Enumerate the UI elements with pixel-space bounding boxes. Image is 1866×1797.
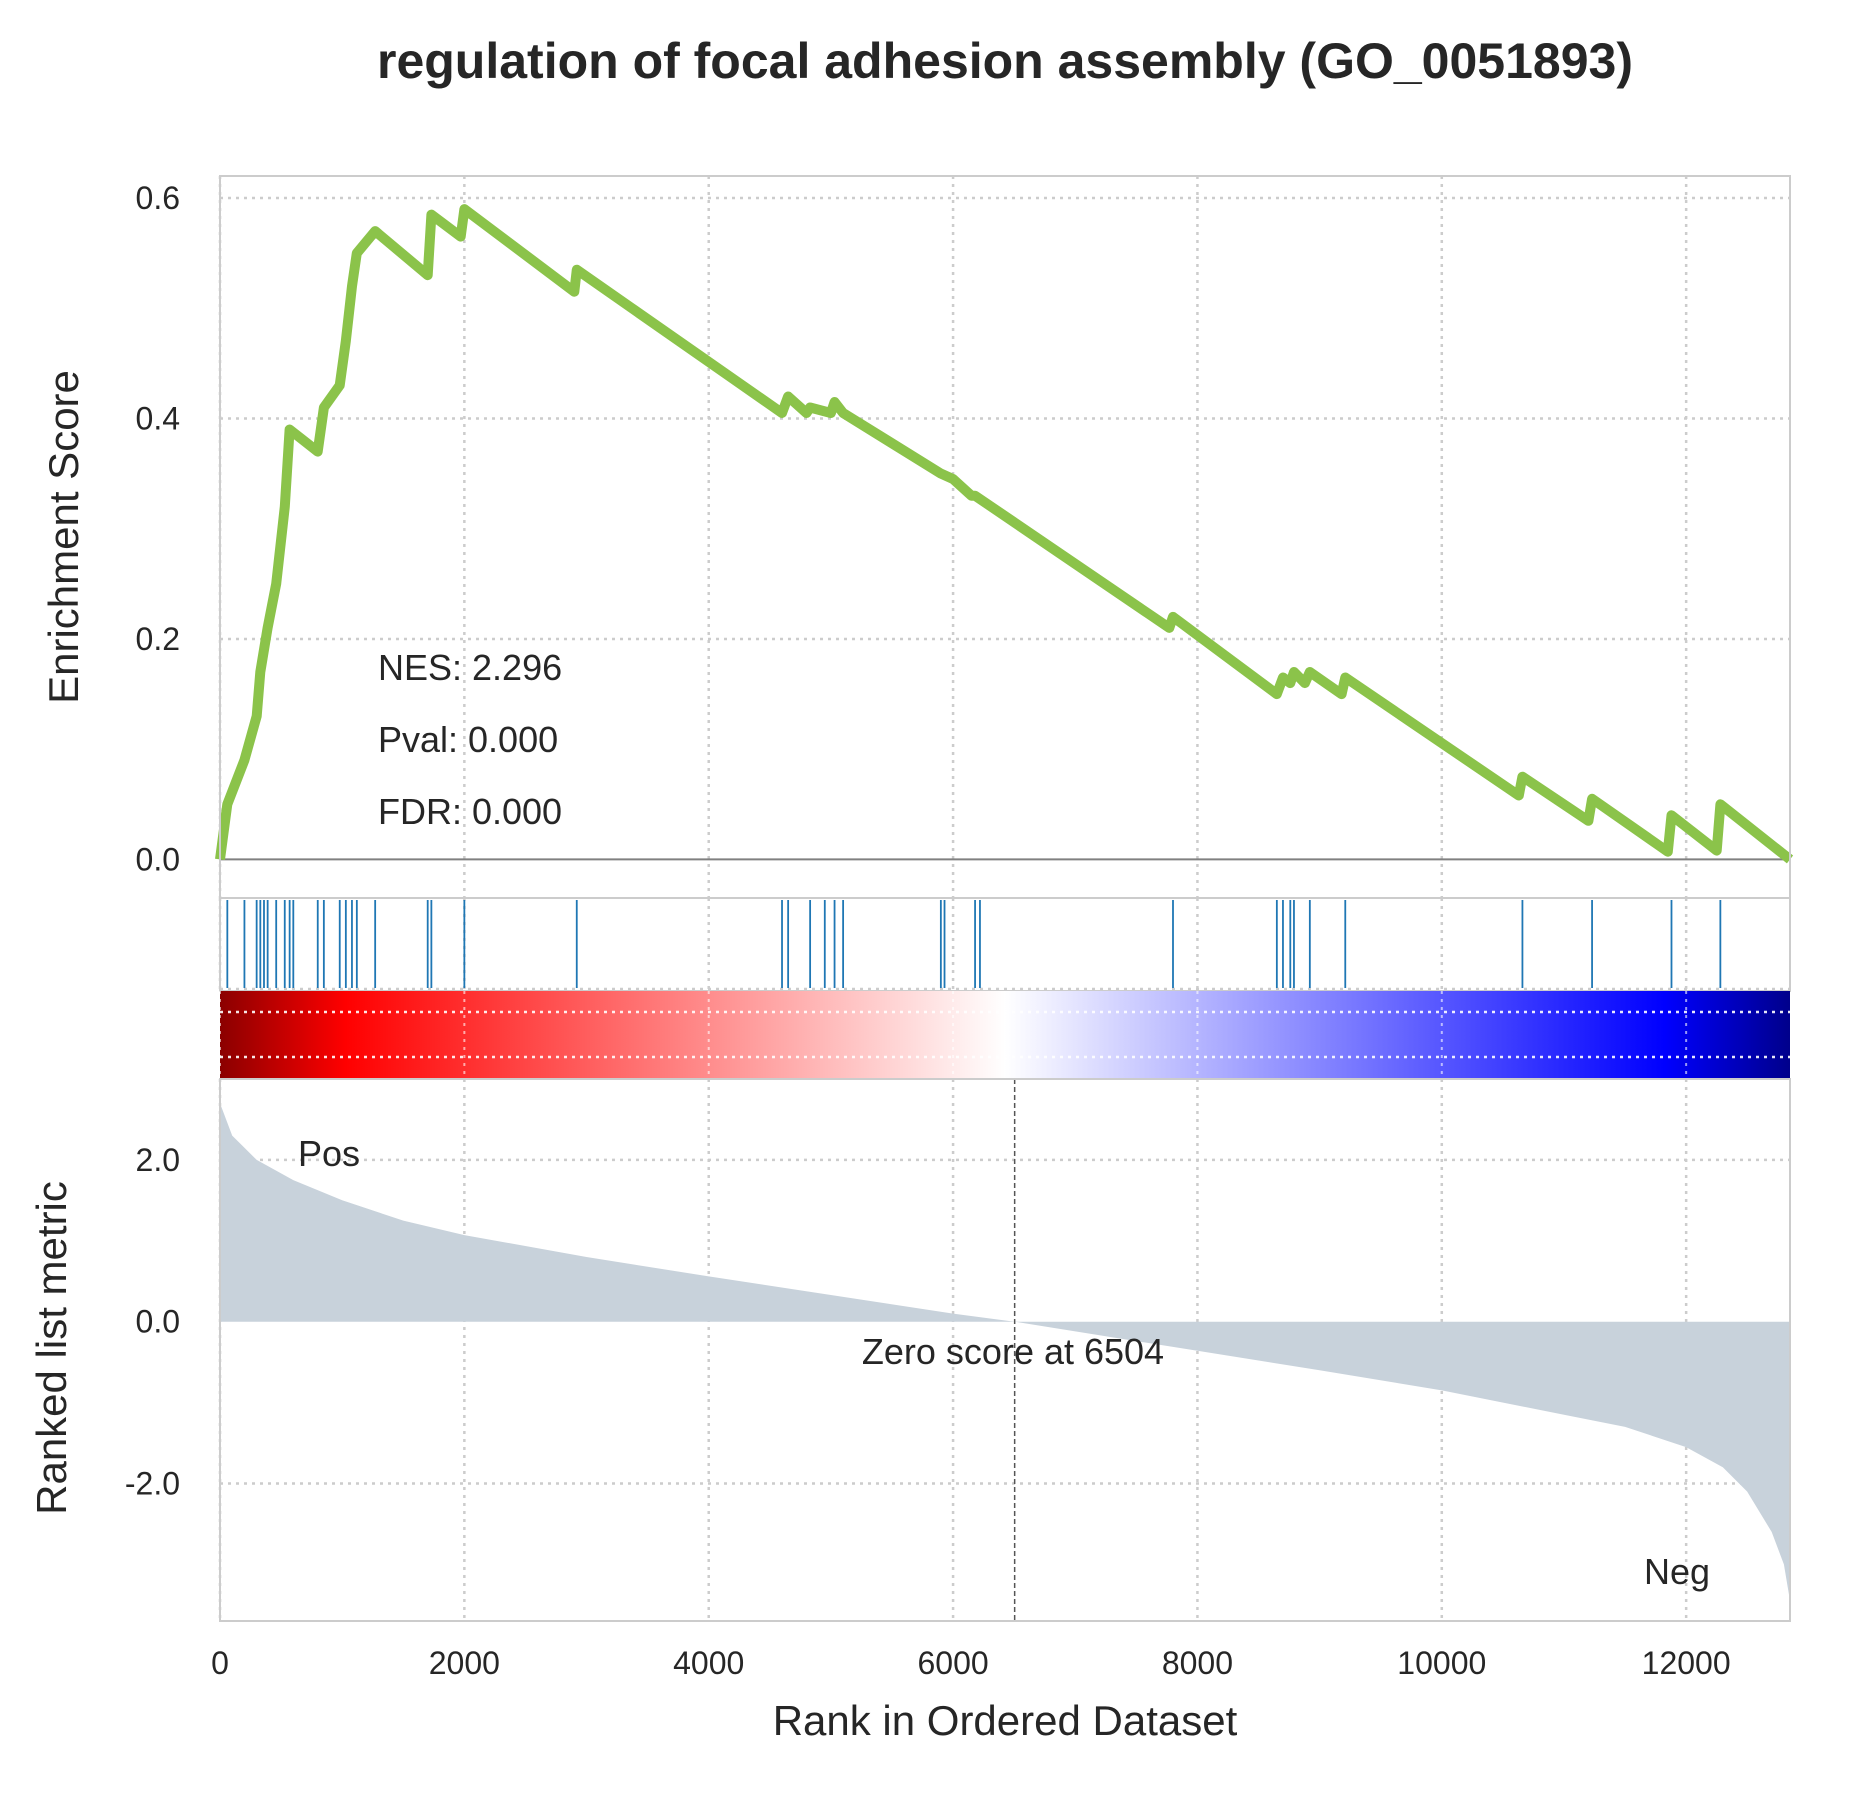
enrichment-y-axis-label: Enrichment Score xyxy=(40,370,87,704)
enrichment-y-tick-label: 0.2 xyxy=(136,621,180,657)
hits-panel xyxy=(218,897,1791,992)
ranked-metric-panel-frame xyxy=(219,1078,1791,1622)
gene-hit-marks xyxy=(226,900,1722,988)
fdr-annotation: FDR: 0.000 xyxy=(378,791,562,832)
zero-score-label: Zero score at 6504 xyxy=(862,1331,1164,1372)
hits-panel-frame xyxy=(219,897,1791,992)
enrichment-gridlines xyxy=(218,176,1790,898)
nes-annotation: NES: 2.296 xyxy=(378,647,562,688)
rank-heatmap xyxy=(219,991,1790,1079)
enrichment-y-tick-label: 0.6 xyxy=(136,180,180,216)
rank-heatmap-bar xyxy=(220,991,1790,1079)
chart-title: regulation of focal adhesion assembly (G… xyxy=(377,33,1633,89)
ranked-metric-y-tick-label: -2.0 xyxy=(125,1465,180,1501)
x-tick-label: 8000 xyxy=(1162,1645,1233,1681)
x-tick-label: 4000 xyxy=(673,1645,744,1681)
x-tick-label: 12000 xyxy=(1642,1645,1731,1681)
ranked-metric-y-ticks: 2.0 0.0 -2.0 xyxy=(125,1142,180,1502)
x-axis-label: Rank in Ordered Dataset xyxy=(773,1697,1238,1744)
enrichment-panel: 0.0 0.2 0.4 0.6 Enrichment Score NES: 2.296… xyxy=(40,175,1794,899)
enrichment-y-tick-label: 0.0 xyxy=(136,841,180,877)
enrichment-y-tick-label: 0.4 xyxy=(136,401,180,437)
ranked-metric-y-tick-label: 2.0 xyxy=(136,1142,180,1178)
x-tick-label: 10000 xyxy=(1397,1645,1486,1681)
x-axis-ticks: 0 2000 4000 6000 8000 10000 12000 xyxy=(211,1645,1731,1681)
x-tick-label: 0 xyxy=(211,1645,229,1681)
x-tick-label: 6000 xyxy=(917,1645,988,1681)
x-tick-label: 2000 xyxy=(429,1645,500,1681)
enrichment-panel-background xyxy=(220,176,1790,898)
pos-label: Pos xyxy=(298,1133,360,1174)
enrichment-y-ticks: 0.0 0.2 0.4 0.6 xyxy=(136,180,180,877)
heatmap-gridlines xyxy=(219,991,1790,1079)
hits-gridlines xyxy=(218,898,1790,991)
neg-label: Neg xyxy=(1644,1551,1710,1592)
ranked-metric-panel: 2.0 0.0 -2.0 Ranked list metric Pos Neg Ze… xyxy=(28,1078,1791,1622)
ranked-metric-area xyxy=(220,1103,1790,1601)
ranked-metric-y-tick-label: 0.0 xyxy=(136,1304,180,1340)
pval-annotation: Pval: 0.000 xyxy=(378,719,558,760)
enrichment-score-line xyxy=(215,204,1794,864)
ranked-metric-y-axis-label: Ranked list metric xyxy=(28,1181,75,1515)
